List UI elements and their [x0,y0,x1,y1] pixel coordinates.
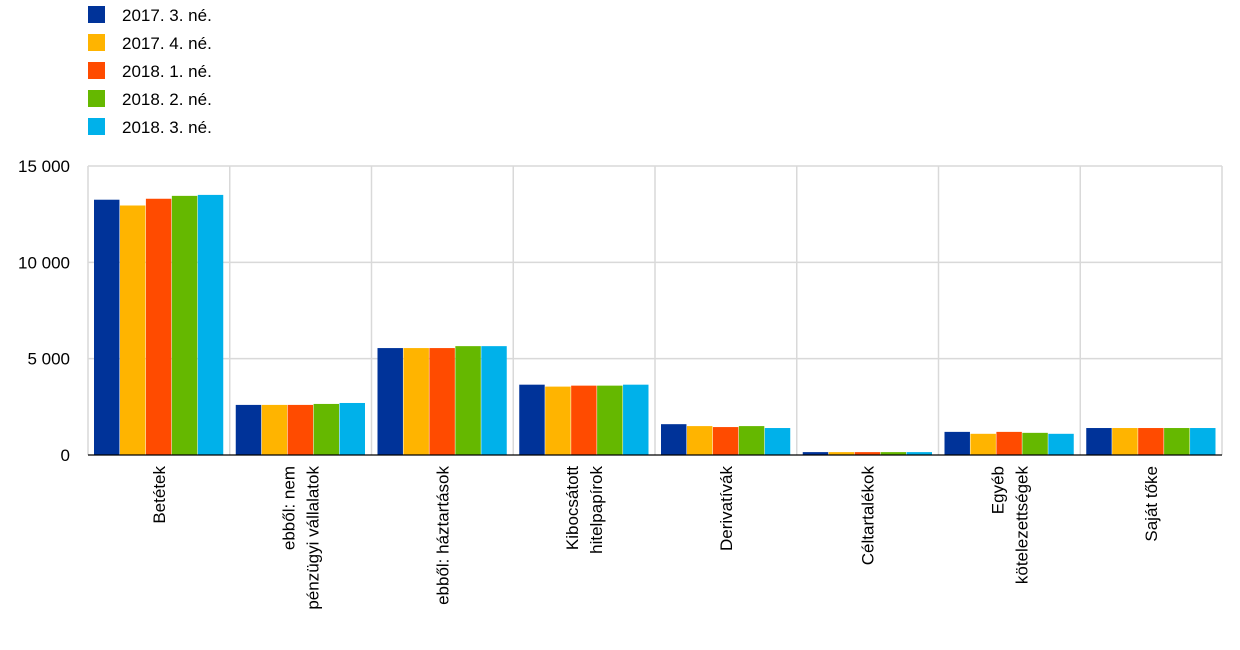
bar [377,348,403,455]
bar [944,431,970,455]
y-tick-label: 15 000 [18,157,70,176]
category-label: Derivatívák [717,466,736,552]
bar [1086,428,1112,455]
legend-label: 2018. 1. né. [122,62,212,81]
bar [764,428,791,455]
bar [429,348,455,455]
bar [686,426,713,455]
bar [481,346,507,455]
bar [197,194,224,455]
bar [623,384,649,455]
legend-swatch [88,62,105,79]
category-label: pénzügyi vállalatok [304,466,323,610]
category-label: ebből: háztartások [433,466,452,605]
bar [545,386,571,455]
bar [1048,433,1074,455]
bar [1190,428,1216,455]
category-label: Céltartalékok [859,466,878,566]
bar [712,427,739,455]
category-label: ebből: nem [280,466,299,550]
legend-swatch [88,34,105,51]
bar [235,404,262,455]
y-tick-label: 0 [61,446,70,465]
bar [970,433,996,455]
bar [571,385,597,455]
bar [828,452,855,455]
bar [1022,432,1048,455]
bar [145,198,172,455]
legend-swatch [88,90,105,107]
bar [455,346,481,455]
bar [339,402,365,455]
legend-label: 2017. 4. né. [122,34,212,53]
category-label: Saját tőke [1142,466,1161,542]
bar [738,426,765,455]
category-label: Kibocsátott [563,466,582,550]
bar [1112,428,1138,455]
category-label: kötelezettségek [1012,466,1031,585]
legend-swatch [88,118,105,135]
bar [880,452,907,455]
y-tick-label: 5 000 [27,350,70,369]
category-label: Egyéb [988,466,1007,514]
bar [597,385,623,455]
legend-label: 2018. 2. né. [122,90,212,109]
legend-label: 2018. 3. né. [122,118,212,137]
category-label: Betétek [150,466,169,524]
bar [261,404,288,455]
legend-swatch [88,6,105,23]
category-label: hitelpapírok [587,466,606,554]
bar [171,195,198,455]
bar [802,452,829,455]
bar [313,403,340,455]
bar [287,404,314,455]
bar [94,199,120,455]
bar [519,384,545,455]
bar [403,348,429,455]
bar [854,452,881,455]
bar [119,205,146,455]
bar [906,452,932,455]
bar [996,431,1022,455]
y-tick-label: 10 000 [18,253,70,272]
bar [1164,428,1190,455]
bar [1138,428,1164,455]
bar [661,424,687,455]
legend-label: 2017. 3. né. [122,6,212,25]
